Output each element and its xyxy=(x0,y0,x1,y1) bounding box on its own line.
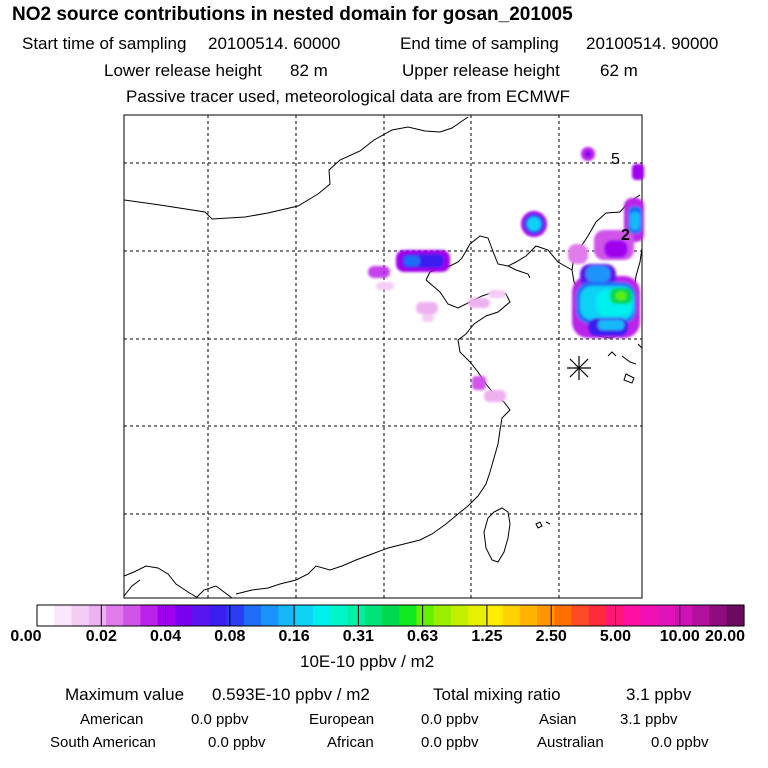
colorbar-tick: 0.04 xyxy=(149,628,182,645)
colorbar-cell xyxy=(519,605,538,626)
colorbar-cell xyxy=(243,605,262,626)
colorbar-cell xyxy=(312,605,331,626)
colorbar-cell xyxy=(278,605,297,626)
colorbar-cell xyxy=(433,605,452,626)
max-value: 0.593E-10 ppbv / m2 xyxy=(212,685,370,704)
colorbar-cell xyxy=(295,605,314,626)
total-mixing-value: 3.1 ppbv xyxy=(626,685,692,704)
region-name: Asian xyxy=(539,711,577,728)
colorbar-tick: 1.25 xyxy=(471,628,503,645)
colorbar-cell xyxy=(709,605,728,626)
colorbar-cell xyxy=(192,605,211,626)
lower-height-label: Lower release height xyxy=(104,61,262,80)
contour-label-2: 2 xyxy=(621,227,630,244)
region-value: 0.0 ppbv xyxy=(421,711,479,728)
end-time-label: End time of sampling xyxy=(400,34,559,53)
region-value: 0.0 ppbv xyxy=(421,734,479,751)
colorbar-cell xyxy=(640,605,659,626)
colorbar-cell xyxy=(675,605,693,626)
colorbar-cell xyxy=(330,605,348,626)
colorbar-cell xyxy=(726,605,745,626)
colorbar-cell xyxy=(347,605,366,626)
region-value: 0.0 ppbv xyxy=(208,734,266,751)
colorbar-cell xyxy=(571,605,590,626)
contour-label-5: 5 xyxy=(611,151,620,168)
region-name: European xyxy=(309,711,375,728)
colorbar-unit: 10E-10 ppbv / m2 xyxy=(300,652,435,671)
colorbar-cell xyxy=(123,605,142,626)
colorbar-tick: 2.50 xyxy=(535,628,567,645)
lower-height-value: 82 m xyxy=(290,61,328,80)
total-mixing-label: Total mixing ratio xyxy=(433,685,561,704)
concentration-plumes xyxy=(368,147,644,402)
colorbar-cell xyxy=(450,605,469,626)
colorbar-tick: 0.00 xyxy=(10,628,42,645)
max-value-label: Maximum value xyxy=(65,685,185,704)
colorbar-tick: 10.00 xyxy=(659,628,700,645)
region-value: 0.0 ppbv xyxy=(191,711,249,728)
region-name: American xyxy=(80,711,144,728)
graticule xyxy=(124,115,642,598)
colorbar-cell xyxy=(692,605,711,626)
colorbar-tick: 0.31 xyxy=(342,628,374,645)
colorbar-cell xyxy=(588,605,607,626)
colorbar-cell xyxy=(37,605,55,626)
colorbar-cell xyxy=(416,605,435,626)
colorbar-cell xyxy=(468,605,486,626)
upper-height-value: 62 m xyxy=(600,61,638,80)
start-time-value: 20100514. 60000 xyxy=(208,34,341,53)
colorbar-cell xyxy=(623,605,642,626)
colorbar-cell xyxy=(174,605,193,626)
colorbar-cell xyxy=(502,605,521,626)
region-name: African xyxy=(327,734,374,751)
colorbar-cell xyxy=(140,605,159,626)
colorbar-tick: 0.02 xyxy=(85,628,117,645)
colorbar-cell xyxy=(364,605,383,626)
colorbar-cell xyxy=(381,605,400,626)
colorbar-tick: 0.08 xyxy=(214,628,246,645)
colorbar-cell xyxy=(537,605,555,626)
region-name: South American xyxy=(50,734,156,751)
colorbar-cell xyxy=(554,605,573,626)
region-name: Australian xyxy=(537,734,604,751)
colorbar-cell xyxy=(485,605,504,626)
colorbar-cell xyxy=(88,605,107,626)
upper-height-label: Upper release height xyxy=(402,61,560,80)
colorbar-tick: 0.63 xyxy=(407,628,439,645)
colorbar-cell xyxy=(226,605,245,626)
colorbar-cell xyxy=(606,605,624,626)
colorbar-cell xyxy=(261,605,280,626)
colorbar-cell xyxy=(399,605,417,626)
colorbar-tick: 20.00 xyxy=(704,628,746,645)
colorbar-cell xyxy=(54,605,73,626)
asterisk-icon xyxy=(567,356,591,380)
colorbar-cell xyxy=(71,605,90,626)
start-time-label: Start time of sampling xyxy=(22,34,187,53)
colorbar-tick: 0.16 xyxy=(278,628,310,645)
map-frame xyxy=(123,114,643,599)
colorbar-cell xyxy=(209,605,228,626)
colorbar-tick: 5.00 xyxy=(599,628,632,645)
colorbar-cell xyxy=(657,605,676,626)
colorbar-cell xyxy=(157,605,176,626)
region-value: 3.1 ppbv xyxy=(620,711,678,728)
tracer-note: Passive tracer used, meteorological data… xyxy=(126,87,571,106)
colorbar-cell xyxy=(105,605,124,626)
end-time-value: 20100514. 90000 xyxy=(586,34,719,53)
region-value: 0.0 ppbv xyxy=(651,734,709,751)
figure-title: NO2 source contributions in nested domai… xyxy=(12,4,573,25)
